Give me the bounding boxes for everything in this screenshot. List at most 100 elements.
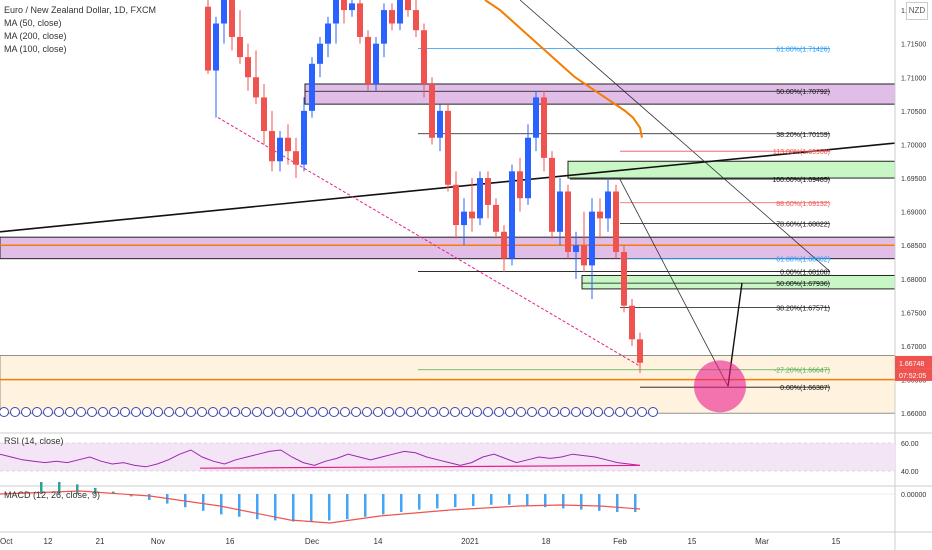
fib-level-label: 50.00%(1.70792) bbox=[776, 89, 830, 96]
event-marker bbox=[153, 407, 163, 417]
event-marker bbox=[428, 407, 438, 417]
event-marker bbox=[175, 407, 185, 417]
candle-body bbox=[229, 0, 235, 37]
candle-body bbox=[629, 305, 635, 340]
time-tick-label: 15 bbox=[832, 537, 841, 546]
event-marker bbox=[472, 407, 482, 417]
price-badge: 1.66748 bbox=[899, 361, 924, 368]
macd-histogram-bar bbox=[328, 494, 331, 521]
macd-histogram-bar bbox=[238, 494, 241, 517]
candle-body bbox=[325, 23, 331, 44]
macd-histogram-bar bbox=[580, 494, 583, 510]
macd-histogram-bar bbox=[310, 494, 313, 522]
fib-level-label: 0.00%(1.68108) bbox=[780, 270, 830, 277]
event-marker bbox=[527, 407, 537, 417]
candle-body bbox=[437, 110, 443, 138]
candle-body bbox=[357, 3, 363, 37]
event-marker bbox=[186, 407, 196, 417]
candle-body bbox=[429, 83, 435, 138]
candle-body bbox=[557, 191, 563, 232]
fib-level-label: 88.60%(1.69132) bbox=[776, 201, 830, 208]
demand-zone bbox=[0, 355, 896, 414]
event-marker bbox=[274, 407, 284, 417]
macd-histogram-bar bbox=[508, 494, 511, 505]
candle-body bbox=[261, 97, 267, 132]
fib-level-label: 38.20%(1.67571) bbox=[776, 306, 830, 313]
time-tick-label: 12 bbox=[44, 537, 53, 546]
price-tick-label: 1.70500 bbox=[901, 109, 926, 116]
event-marker bbox=[505, 407, 515, 417]
candle-body bbox=[461, 211, 467, 226]
time-tick-label: 16 bbox=[226, 537, 235, 546]
event-marker bbox=[131, 407, 141, 417]
candle-body bbox=[525, 137, 531, 199]
candle-body bbox=[365, 36, 371, 84]
candle-body bbox=[333, 0, 339, 24]
macd-histogram-bar bbox=[274, 494, 277, 521]
candle-body bbox=[349, 3, 355, 11]
event-marker bbox=[362, 407, 372, 417]
time-tick-label: Mar bbox=[755, 537, 769, 546]
event-marker bbox=[582, 407, 592, 417]
timer-badge-bg bbox=[895, 368, 932, 381]
event-marker bbox=[98, 407, 108, 417]
candle-body bbox=[605, 191, 611, 219]
macd-histogram-bar bbox=[382, 494, 385, 515]
candle-body bbox=[421, 30, 427, 84]
price-tick-label: 1.67500 bbox=[901, 310, 926, 317]
price-axis-bg bbox=[895, 0, 932, 550]
candle-body bbox=[565, 191, 571, 252]
symbol-title: Euro / New Zealand Dollar, 1D, FXCM bbox=[4, 5, 157, 15]
candle-body bbox=[269, 131, 275, 162]
candle-body bbox=[397, 0, 403, 24]
macd-histogram-bar bbox=[58, 482, 61, 494]
macd-histogram-bar bbox=[436, 494, 439, 509]
event-marker bbox=[560, 407, 570, 417]
event-marker bbox=[263, 407, 273, 417]
candle-body bbox=[445, 110, 451, 185]
event-marker bbox=[626, 407, 636, 417]
price-tick-label: 1.66500 bbox=[901, 378, 926, 385]
supply-zone-upper bbox=[567, 160, 896, 179]
event-marker bbox=[461, 407, 471, 417]
event-marker bbox=[637, 407, 647, 417]
rsi-line bbox=[0, 449, 641, 468]
event-marker bbox=[483, 407, 493, 417]
event-marker bbox=[340, 407, 350, 417]
macd-histogram-bar bbox=[454, 494, 457, 508]
candle-body bbox=[309, 63, 315, 111]
event-marker bbox=[142, 407, 152, 417]
macd-histogram-bar bbox=[292, 494, 295, 522]
candle-body bbox=[205, 6, 211, 71]
candle-body bbox=[381, 10, 387, 44]
currency-badge[interactable]: NZD bbox=[906, 2, 928, 20]
macd-histogram-bar bbox=[76, 484, 79, 494]
candle-body bbox=[637, 339, 643, 363]
price-tick-label: 1.68000 bbox=[901, 277, 926, 284]
candle-body bbox=[293, 151, 299, 165]
timer-badge: 07:52:05 bbox=[899, 373, 926, 380]
macd-histogram-bar bbox=[598, 494, 601, 511]
candle-body bbox=[341, 0, 347, 11]
candle-body bbox=[277, 137, 283, 162]
candle-body bbox=[285, 137, 291, 152]
macd-histogram-bar bbox=[346, 494, 349, 520]
event-marker bbox=[417, 407, 427, 417]
event-marker bbox=[593, 407, 603, 417]
candle-body bbox=[373, 43, 379, 84]
event-marker bbox=[439, 407, 449, 417]
candle-body bbox=[493, 204, 499, 232]
event-marker bbox=[296, 407, 306, 417]
event-marker bbox=[395, 407, 405, 417]
candle-body bbox=[469, 211, 475, 219]
candle-body bbox=[317, 43, 323, 64]
candle-body bbox=[221, 0, 227, 24]
event-marker bbox=[571, 407, 581, 417]
candle-body bbox=[253, 77, 259, 98]
event-marker bbox=[285, 407, 295, 417]
time-tick-label: 2021 bbox=[461, 537, 479, 546]
event-marker bbox=[43, 407, 53, 417]
macd-histogram-bar bbox=[40, 482, 43, 494]
macd-histogram-bar bbox=[472, 494, 475, 506]
